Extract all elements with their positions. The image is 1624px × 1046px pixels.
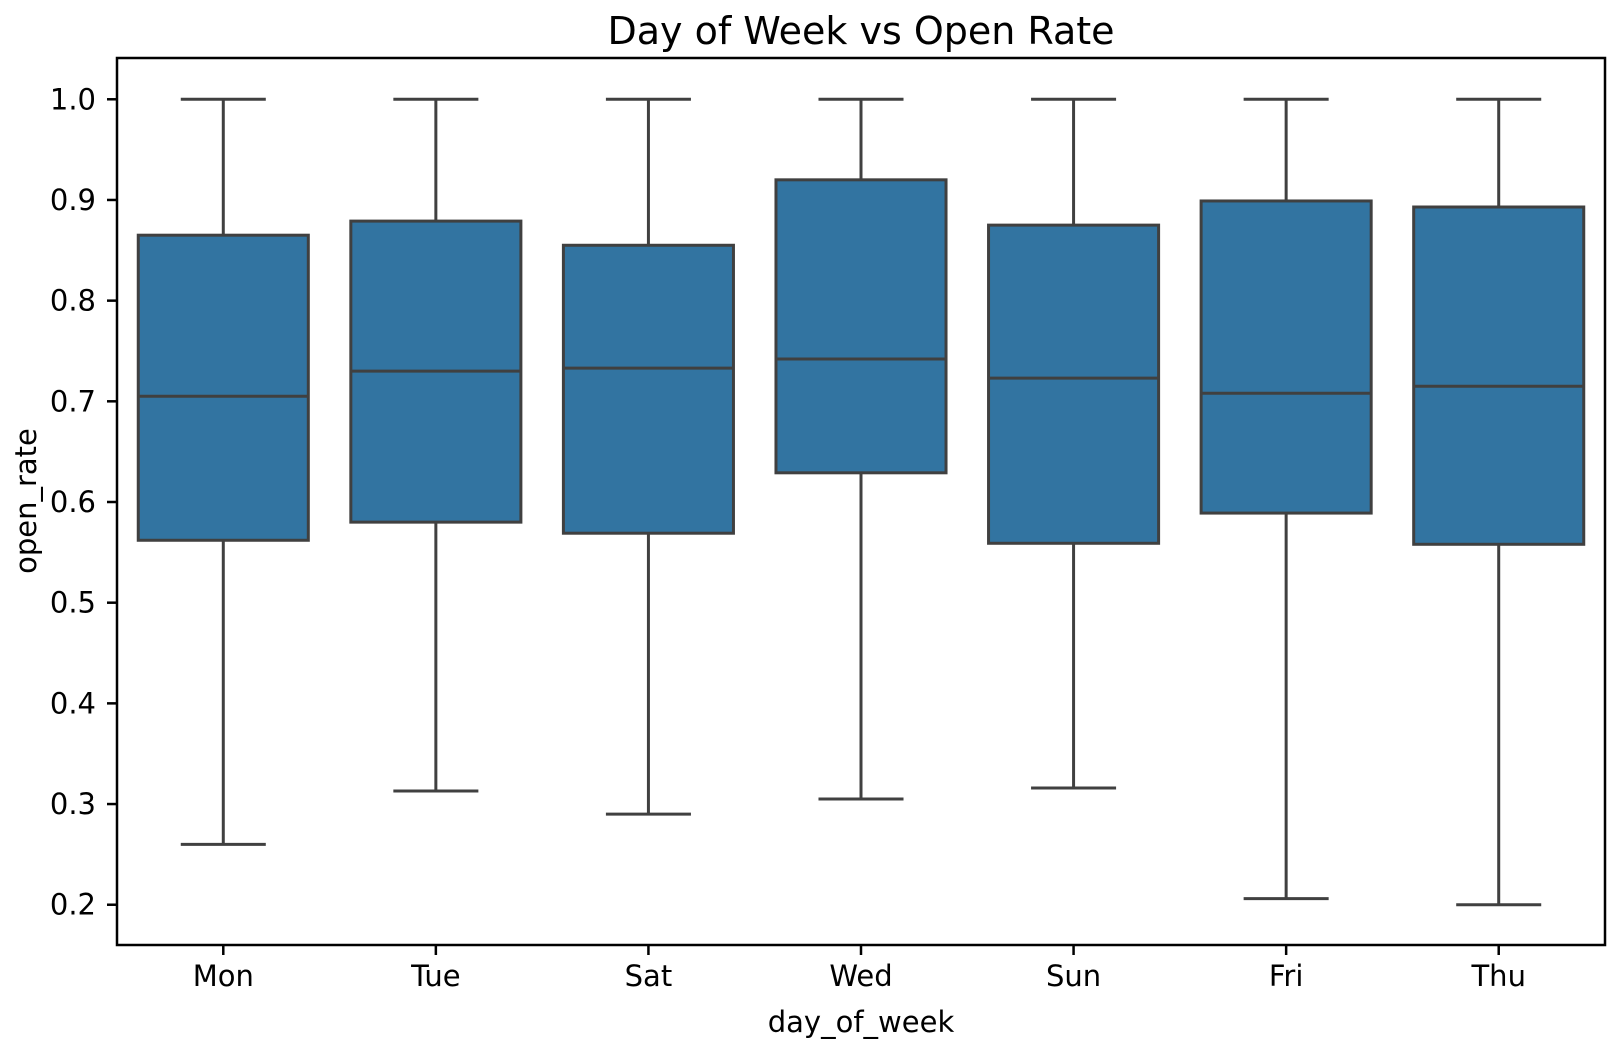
x-tick-label: Mon bbox=[193, 959, 254, 993]
box-Fri bbox=[1199, 199, 1373, 515]
x-tick-label: Sat bbox=[625, 959, 673, 993]
box-Mon bbox=[136, 233, 310, 542]
chart-title: Day of Week vs Open Rate bbox=[607, 9, 1114, 53]
box-Sun bbox=[987, 223, 1161, 545]
y-tick-label: 0.7 bbox=[50, 384, 96, 418]
y-tick-label: 0.6 bbox=[50, 485, 96, 519]
y-tick-label: 0.2 bbox=[50, 888, 96, 922]
y-tick-label: 0.3 bbox=[50, 787, 96, 821]
y-tick-label: 0.8 bbox=[50, 284, 96, 318]
x-tick-label: Thu bbox=[1470, 959, 1525, 993]
x-tick-label: Fri bbox=[1269, 959, 1304, 993]
y-tick-label: 0.4 bbox=[50, 686, 96, 720]
y-axis-label: open_rate bbox=[9, 428, 43, 574]
x-tick-label: Wed bbox=[829, 959, 892, 993]
plot-border bbox=[115, 56, 1607, 947]
box-Sat bbox=[561, 243, 735, 535]
box-Wed bbox=[774, 178, 948, 475]
x-axis-label: day_of_week bbox=[768, 1005, 955, 1039]
y-tick-label: 0.5 bbox=[50, 586, 96, 620]
y-tick-label: 1.0 bbox=[50, 82, 96, 116]
x-tick-label: Tue bbox=[410, 959, 461, 993]
y-tick-label: 0.9 bbox=[50, 183, 96, 217]
x-tick-label: Sun bbox=[1046, 959, 1101, 993]
box-Thu bbox=[1412, 205, 1586, 546]
